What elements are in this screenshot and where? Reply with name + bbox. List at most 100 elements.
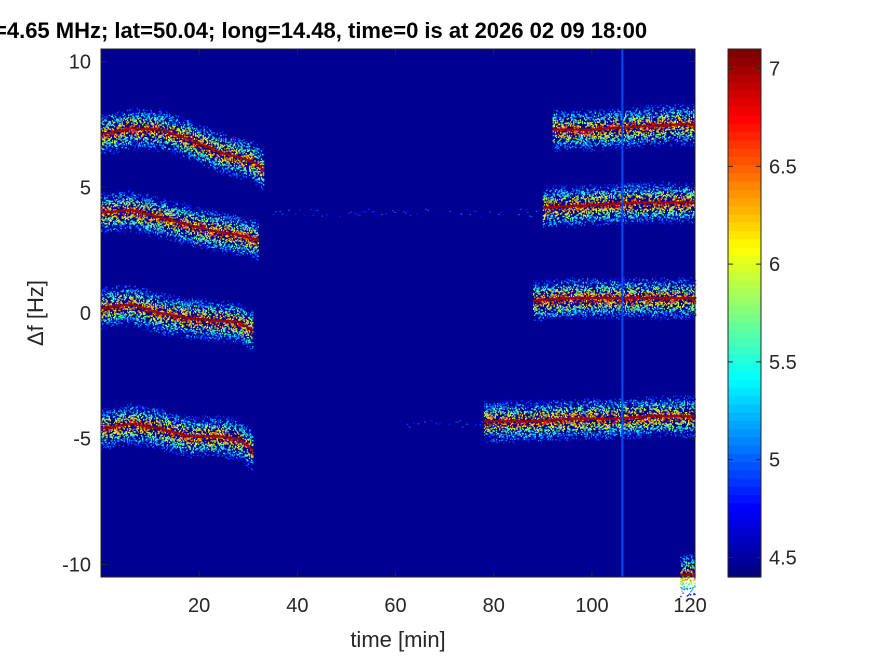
spectrogram-cell	[221, 131, 224, 133]
spectrogram-cell	[196, 134, 198, 137]
spectrogram-cell	[142, 130, 144, 132]
spectrogram-cell	[161, 232, 163, 234]
ridge-cell	[132, 209, 134, 212]
spectrogram-cell	[234, 169, 237, 172]
spectrogram-cell	[156, 225, 158, 228]
ridge-cell	[245, 158, 248, 161]
spectrogram-cell	[187, 240, 189, 242]
ridge-cell	[189, 138, 191, 141]
spectrogram-cell	[263, 163, 265, 166]
spectrogram-cell	[206, 131, 209, 133]
spectrogram-cell	[193, 151, 196, 154]
spectrogram-cell	[248, 246, 251, 248]
spectrogram-cell	[130, 220, 132, 223]
spectrogram-cell	[219, 164, 222, 166]
spectrogram-cell	[231, 228, 233, 231]
ridge-cell	[216, 230, 218, 233]
ridge-cell	[153, 214, 156, 218]
spectrogram-cell	[104, 290, 106, 293]
spectrogram-cell	[260, 178, 263, 180]
spectrogram-cell	[144, 207, 146, 209]
spectrogram-cell	[174, 153, 176, 155]
spectrogram-cell	[233, 149, 236, 151]
spectrogram-cell	[107, 212, 109, 215]
spectrogram-cell	[124, 137, 127, 139]
spectrogram-cell	[134, 145, 136, 148]
spectrogram-cell	[217, 145, 219, 148]
spectrogram-cell	[228, 243, 230, 246]
spectrogram-cell	[158, 220, 160, 222]
spectrogram-cell	[120, 317, 122, 320]
spectrogram-cell	[245, 172, 248, 174]
spectrogram-cell	[146, 216, 148, 218]
spectrogram-cell	[260, 186, 263, 188]
spectrogram-cell	[163, 210, 165, 213]
spectrogram-cell	[135, 195, 137, 197]
spectrogram-cell	[188, 127, 190, 129]
spectrogram-cell	[102, 323, 104, 325]
ridge-cell	[221, 231, 224, 234]
spectrogram-cell	[218, 241, 221, 244]
spectrogram-cell	[166, 220, 169, 223]
spectrogram-cell	[169, 138, 171, 140]
spectrogram-cell	[231, 244, 233, 246]
spectrogram-cell	[205, 240, 208, 242]
spectrogram-cell	[139, 130, 142, 132]
faint-signal-cell	[553, 210, 555, 212]
spectrogram-cell	[110, 130, 113, 132]
ridge-cell	[137, 210, 140, 213]
ridge-cell	[158, 216, 160, 219]
spectrogram-cell	[217, 163, 219, 165]
faint-signal-cell	[459, 419, 462, 422]
ridge-cell	[259, 166, 262, 169]
spectrogram-cell	[236, 176, 238, 179]
spectrogram-cell	[126, 288, 129, 291]
spectrogram-cell	[250, 180, 252, 183]
spectrogram-cell	[128, 292, 130, 294]
spectrogram-cell	[147, 203, 149, 205]
spectrogram-cell	[118, 117, 120, 119]
spectrogram-cell	[213, 147, 215, 150]
spectrogram-cell	[124, 138, 127, 141]
spectrogram-cell	[136, 296, 138, 298]
spectrogram-cell	[244, 245, 246, 247]
spectrogram-cell	[190, 232, 192, 234]
spectrogram-cell	[182, 242, 184, 244]
ridge-cell	[178, 221, 181, 224]
spectrogram-cell	[192, 132, 195, 135]
ridge-cell	[126, 209, 129, 212]
faint-signal-cell	[424, 421, 426, 423]
faint-signal-cell	[272, 213, 275, 216]
faint-signal-cell	[299, 209, 301, 211]
spectrogram-cell	[105, 128, 107, 131]
spectrogram-cell	[165, 123, 168, 125]
spectrogram-cell	[118, 136, 120, 138]
spectrogram-cell	[122, 198, 124, 200]
spectrogram-cell	[220, 134, 223, 137]
spectrogram-cell	[112, 152, 115, 155]
spectrogram-cell	[191, 124, 194, 126]
ridge-cell	[189, 224, 191, 227]
spectrogram-cell	[252, 163, 254, 166]
ridge-cell	[166, 218, 169, 221]
spectrogram-cell	[133, 215, 135, 218]
spectrogram-cell	[261, 183, 264, 185]
spectrogram-cell	[225, 141, 227, 143]
spectrogram-cell	[148, 219, 150, 221]
spectrogram-cell	[200, 234, 202, 236]
spectrogram-cell	[217, 138, 219, 141]
spectrogram-cell	[110, 321, 113, 324]
spectrogram-cell	[212, 139, 214, 141]
spectrogram-cell	[128, 300, 130, 303]
spectrogram-cell	[174, 148, 176, 150]
spectrogram-cell	[205, 238, 208, 241]
spectrogram-cell	[218, 162, 221, 165]
spectrogram-cell	[174, 140, 176, 143]
faint-signal-cell	[321, 215, 324, 217]
spectrogram-cell	[106, 321, 108, 324]
spectrogram-cell	[110, 292, 113, 295]
spectrogram-cell	[189, 207, 191, 209]
spectrogram-cell	[188, 230, 190, 232]
spectrogram-cell	[177, 226, 179, 229]
spectrogram-cell	[104, 226, 106, 228]
